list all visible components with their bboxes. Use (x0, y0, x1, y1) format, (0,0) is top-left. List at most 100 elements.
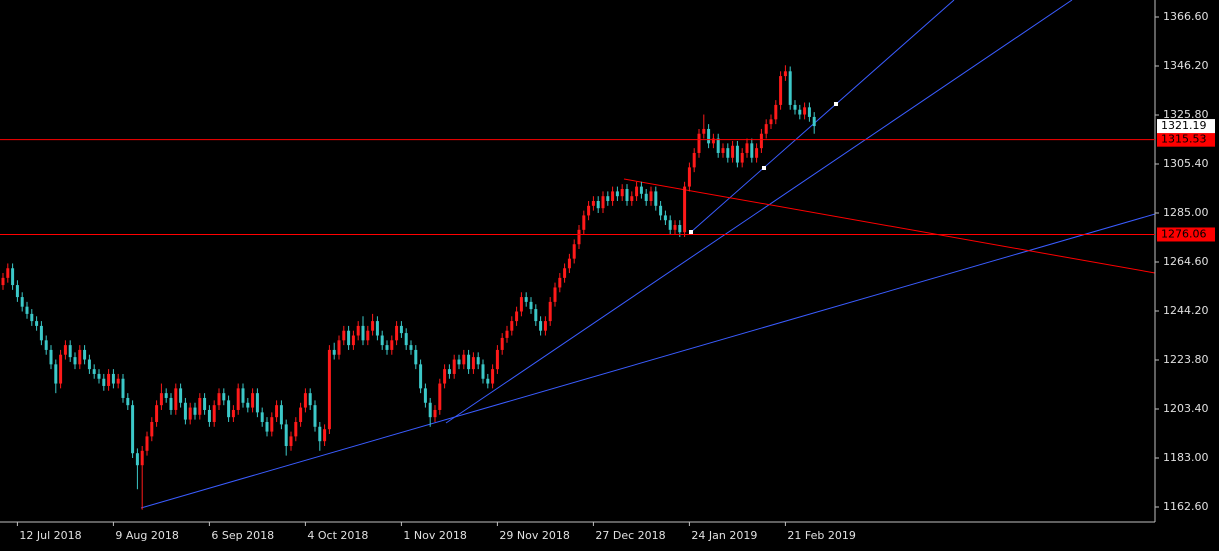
candle-body (260, 412, 264, 422)
y-tick-label: 1366.60 (1163, 10, 1209, 23)
candle-body (644, 193, 648, 201)
last-price-box (1157, 119, 1215, 134)
candle-body (371, 321, 375, 331)
candle-body (735, 145, 739, 163)
candle-body (275, 405, 279, 418)
candle-body (668, 220, 672, 230)
candle-body (116, 378, 120, 384)
candle-body (347, 330, 351, 346)
candle-body (107, 373, 111, 386)
candle-body (145, 436, 149, 451)
candle-body (385, 345, 389, 350)
candle-body (131, 405, 135, 454)
candle-body (1, 277, 5, 286)
candle-body (231, 409, 235, 418)
candle-body (318, 426, 322, 442)
candle-body (303, 393, 307, 408)
y-tick-label: 1203.40 (1163, 402, 1209, 415)
price-label: 1276.06 (1161, 227, 1207, 240)
trendline (623, 178, 1156, 274)
trendline (690, 0, 955, 233)
candle-body (759, 133, 763, 149)
candle-body (313, 405, 317, 427)
candle-body (601, 196, 605, 209)
candle-body (587, 205, 591, 216)
candle-body (126, 397, 130, 406)
candle-body (54, 364, 58, 384)
candle-body (755, 148, 759, 158)
y-tick-label: 1162.60 (1163, 500, 1209, 513)
candle-body (332, 349, 336, 355)
candle-body (702, 128, 706, 134)
candle-body (375, 321, 379, 336)
candle-body (769, 119, 773, 125)
candle-body (635, 186, 639, 197)
candle-body (745, 143, 749, 153)
y-tick-label: 1244.20 (1163, 304, 1209, 317)
candle-body (572, 244, 576, 259)
candle-body (203, 397, 207, 410)
candle-body (97, 373, 101, 379)
candle-body (25, 306, 29, 314)
candle-body (596, 200, 600, 209)
anchor-point (689, 230, 693, 234)
x-tick-label: 12 Jul 2018 (19, 529, 81, 542)
x-tick-label: 4 Oct 2018 (307, 529, 368, 542)
candle-body (654, 191, 658, 206)
candle-body (20, 297, 24, 307)
candle-body (236, 388, 240, 410)
candle-body (697, 133, 701, 153)
y-tick-label: 1325.80 (1163, 108, 1209, 121)
candle-body (582, 215, 586, 230)
candle-body (625, 188, 629, 201)
candle-body (539, 321, 543, 331)
y-tick-label: 1264.60 (1163, 255, 1209, 268)
candle-body (39, 325, 43, 341)
candle-body (395, 325, 399, 341)
candle-body (217, 393, 221, 406)
candle-body (150, 421, 154, 437)
candle-body (399, 325, 403, 334)
anchor-point (834, 102, 838, 106)
candle-body (500, 337, 504, 350)
candle-body (515, 311, 519, 322)
candle-body (519, 297, 523, 312)
y-tick-label: 1346.20 (1163, 59, 1209, 72)
price-label: 1315.53 (1161, 133, 1207, 146)
candle-body (659, 205, 663, 216)
candle-body (606, 196, 610, 201)
candle-body (11, 268, 15, 286)
x-tick-label: 27 Dec 2018 (595, 529, 665, 542)
candle-body (577, 229, 581, 245)
trendline (140, 213, 1156, 509)
candle-body (15, 285, 19, 298)
candle-body (59, 354, 63, 384)
candle-body (711, 138, 715, 144)
candle-body (323, 429, 327, 442)
candle-body (183, 402, 187, 420)
candle-body (611, 191, 615, 201)
candle-body (390, 340, 394, 350)
candle-body (428, 402, 432, 418)
candle-body (92, 369, 96, 374)
candle-body (308, 393, 312, 406)
trendline (445, 0, 1073, 424)
candle-body (299, 407, 303, 422)
candle-body (174, 388, 178, 410)
candle-body (159, 393, 163, 406)
candle-body (505, 330, 509, 338)
candle-body (423, 388, 427, 403)
candle-body (241, 388, 245, 403)
candle-body (44, 340, 48, 350)
candle-body (476, 357, 480, 365)
candle-body (49, 349, 53, 365)
candle-body (673, 225, 677, 230)
y-tick-label: 1223.80 (1163, 353, 1209, 366)
candles (1, 65, 816, 510)
candle-body (721, 148, 725, 153)
candle-body (692, 152, 696, 168)
candle-body (567, 258, 571, 269)
